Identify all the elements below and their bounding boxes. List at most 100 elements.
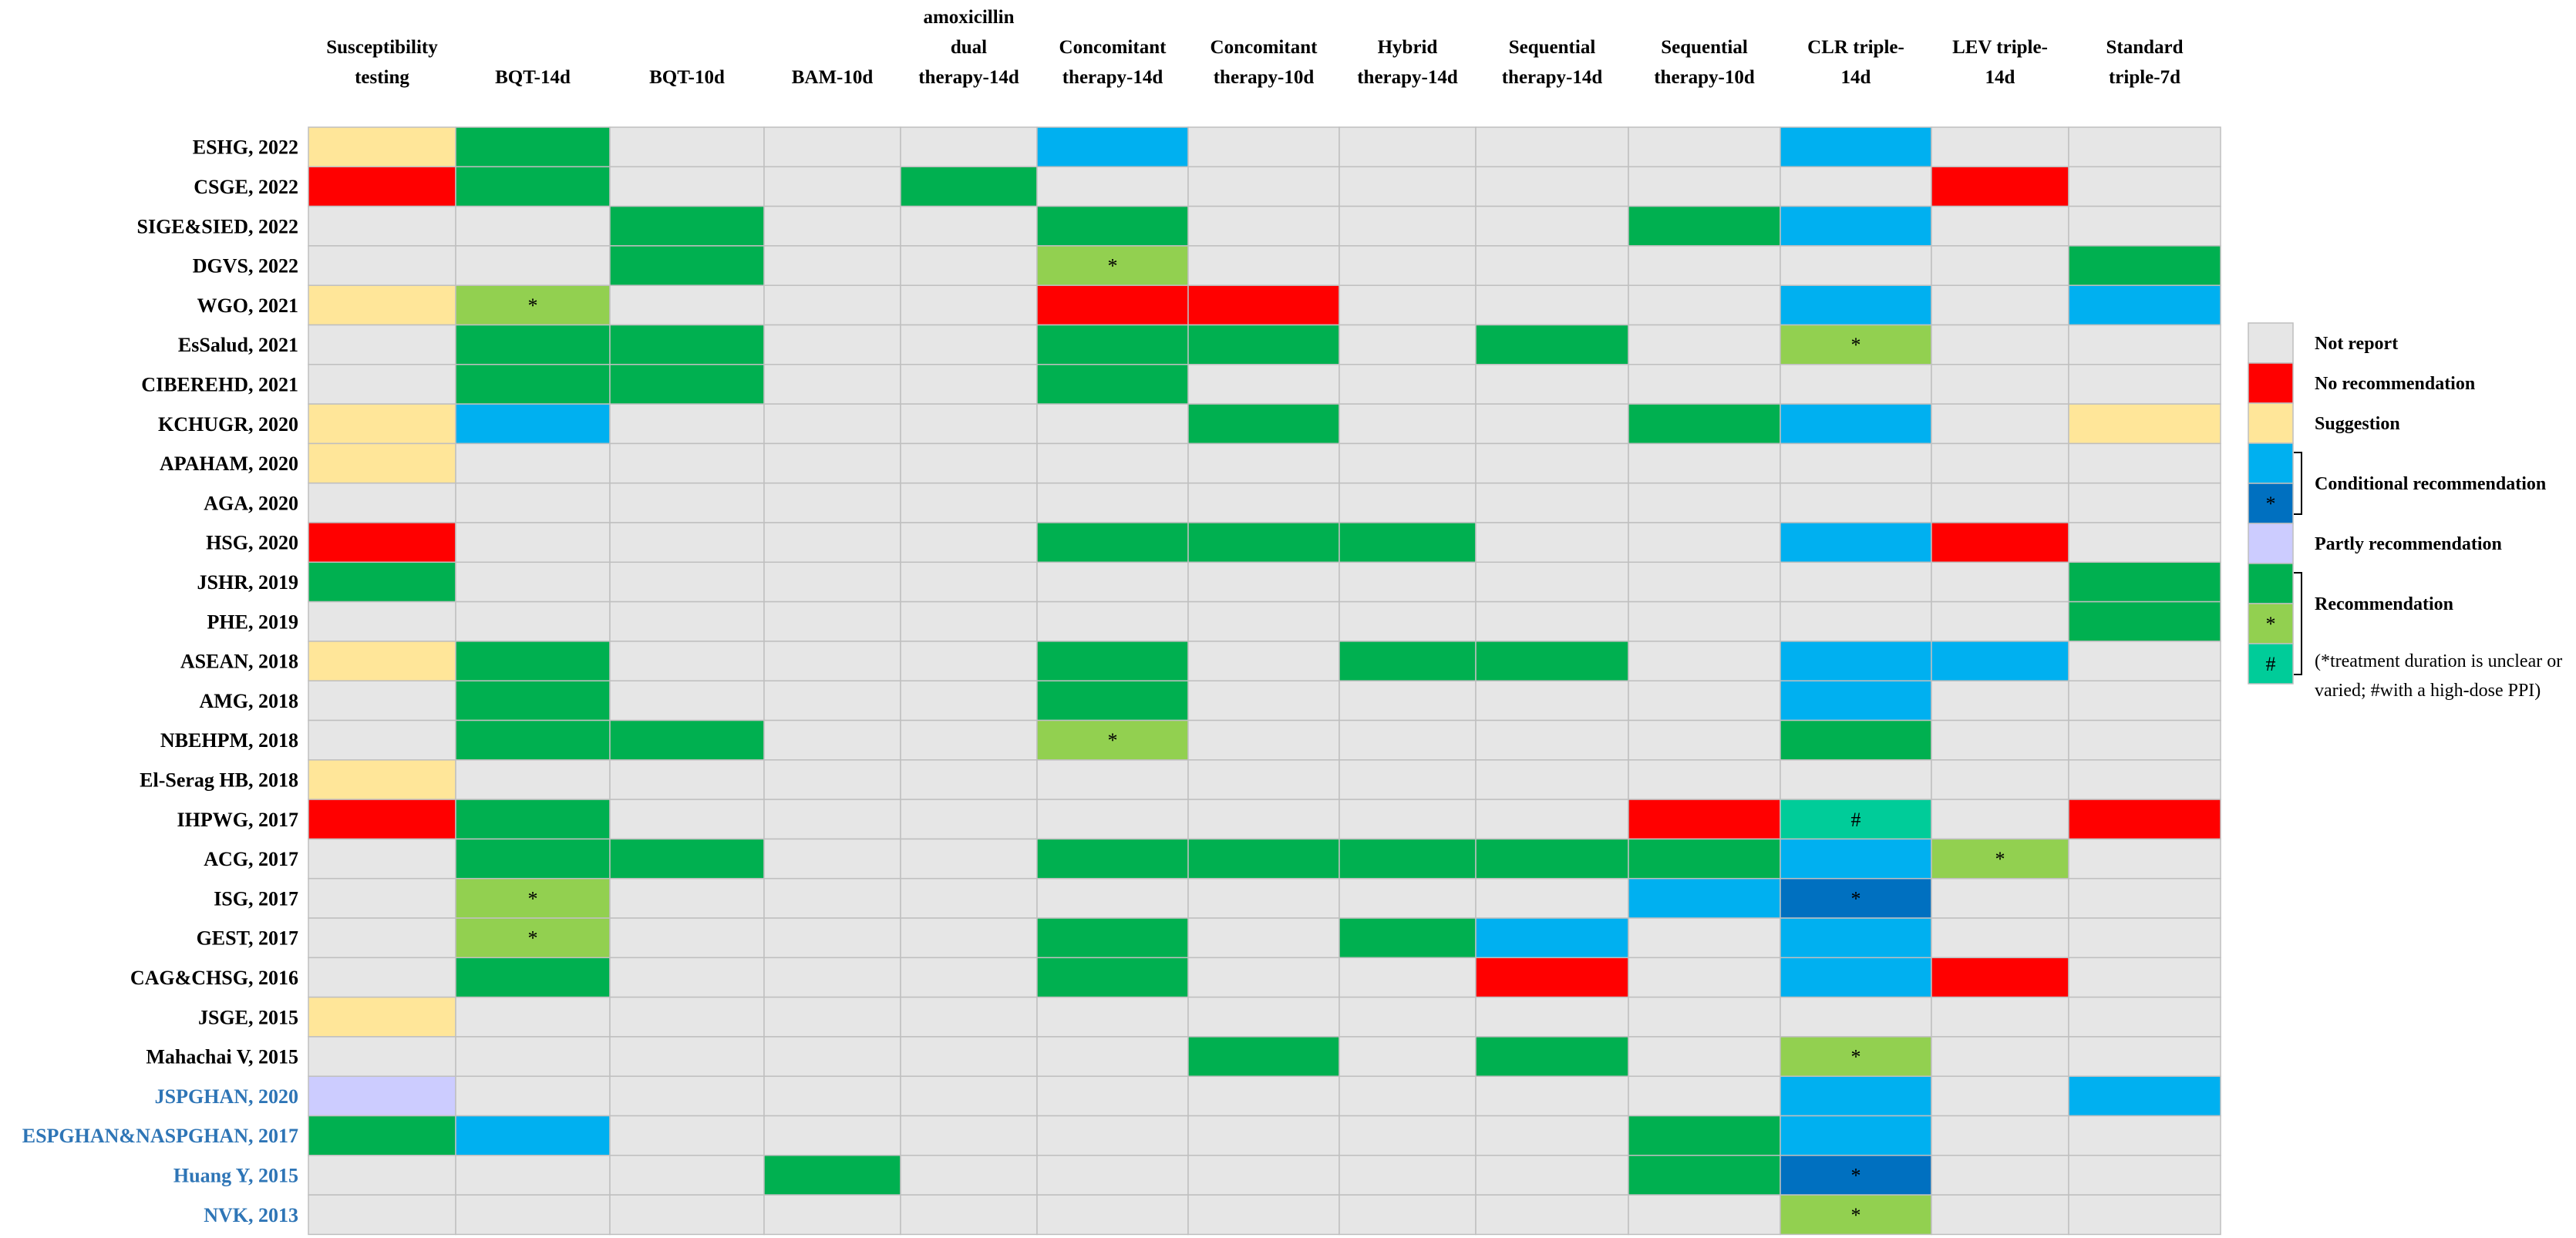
heatmap-cell: [2068, 799, 2221, 840]
heatmap-cell: [2068, 205, 2221, 247]
heatmap-cell: [763, 126, 901, 168]
heatmap-cell: [1628, 364, 1781, 405]
heatmap-cell: [763, 719, 901, 761]
heatmap-cell: [1628, 245, 1781, 286]
heatmap-cell: [1036, 957, 1189, 998]
heatmap-cell: [1036, 442, 1189, 484]
heatmap-cell: [1187, 838, 1340, 880]
legend-label: Partly recommendation: [2315, 534, 2502, 554]
heatmap-cell: [308, 1075, 456, 1117]
heatmap-cell: [1931, 205, 2069, 247]
heatmap-cell: [900, 324, 1038, 365]
column-header: LEV triple-14d: [1952, 37, 2048, 88]
heatmap-cell: [1475, 799, 1629, 840]
heatmap-cell: [609, 324, 765, 365]
heatmap-cell: [308, 1155, 456, 1196]
heatmap-cell: [308, 799, 456, 840]
heatmap-cell: [763, 245, 901, 286]
column-header: Hybrid therapy-14d: [1357, 37, 1458, 88]
heatmap-cell: [763, 522, 901, 563]
heatmap-cell: [1931, 799, 2069, 840]
heatmap-cell: [1339, 1115, 1477, 1156]
heatmap-cell: [763, 641, 901, 681]
heatmap-cell: [1339, 838, 1477, 880]
heatmap-cell: [455, 166, 611, 207]
heatmap-cell: [455, 1036, 611, 1077]
heatmap-cell: [1628, 957, 1781, 998]
heatmap-cell: [308, 442, 456, 484]
heatmap-cell: [1036, 522, 1189, 563]
heatmap-cell: [2068, 522, 2221, 563]
heatmap-cell: [1339, 522, 1477, 563]
row-label: CAG&CHSG, 2016: [130, 967, 298, 989]
legend-footnote: varied; #with a high-dose PPI): [2315, 681, 2541, 701]
row-label: SIGE&SIED, 2022: [137, 215, 299, 237]
row-label: EsSalud, 2021: [178, 334, 298, 356]
heatmap-cell: [1187, 284, 1340, 326]
heatmap-cell: [1628, 917, 1781, 959]
heatmap-cell: [308, 522, 456, 563]
heatmap-cell: [455, 482, 611, 523]
heatmap-cell: [1475, 759, 1629, 800]
heatmap-cell: [1780, 641, 1932, 681]
heatmap-cell: [1036, 403, 1189, 445]
heatmap-cell: [763, 1036, 901, 1077]
heatmap-cell: [763, 877, 901, 919]
heatmap-cell: [1187, 1194, 1340, 1236]
row-label: NVK, 2013: [204, 1204, 298, 1226]
heatmap-cell: [1931, 641, 2069, 681]
heatmap-cell: [900, 126, 1038, 168]
heatmap-cell: [2068, 680, 2221, 722]
heatmap-cell: [900, 284, 1038, 326]
heatmap-cell: [1339, 324, 1477, 365]
legend-swatch: [2248, 603, 2294, 644]
heatmap-cell: [1036, 759, 1189, 800]
heatmap-cell: [455, 600, 611, 642]
heatmap-cell: [455, 838, 611, 880]
row-label: ISG, 2017: [214, 887, 298, 910]
column-header: Concomitant therapy-10d: [1211, 37, 1318, 88]
heatmap-cell: [1780, 877, 1932, 919]
heatmap-cell: [455, 324, 611, 365]
heatmap-cell: [1628, 838, 1781, 880]
heatmap-cell: [2068, 600, 2221, 642]
heatmap-cell: [900, 364, 1038, 405]
heatmap-cell: [900, 1075, 1038, 1117]
heatmap-cell: [1187, 442, 1340, 484]
heatmap-cell: [763, 838, 901, 880]
heatmap-cell: [1187, 126, 1340, 168]
heatmap-cell: [609, 1036, 765, 1077]
heatmap-cell: [609, 1115, 765, 1156]
legend-swatch: [2248, 322, 2294, 364]
heatmap-cell: [609, 641, 765, 681]
heatmap-cell: [308, 1036, 456, 1077]
heatmap-cell: [1628, 1036, 1781, 1077]
heatmap-cell: [1780, 838, 1932, 880]
heatmap-cell: [1475, 126, 1629, 168]
heatmap-cell: [1780, 917, 1932, 959]
heatmap-cell: [308, 482, 456, 523]
heatmap-cell: [2068, 245, 2221, 286]
heatmap-cell: [1475, 957, 1629, 998]
heatmap-cell: [1780, 1075, 1932, 1117]
heatmap-cell: [1339, 600, 1477, 642]
heatmap-cell: [1931, 403, 2069, 445]
heatmap-cell: [1931, 284, 2069, 326]
heatmap-cell: [1780, 324, 1932, 365]
heatmap-cell: [1931, 1036, 2069, 1077]
heatmap-cell: [455, 522, 611, 563]
heatmap-cell: [1931, 245, 2069, 286]
heatmap-cell: [1931, 522, 2069, 563]
heatmap-cell: [1036, 245, 1189, 286]
column-header: Susceptibility testing: [326, 37, 438, 88]
heatmap-cell: [1475, 641, 1629, 681]
heatmap-cell: [1475, 403, 1629, 445]
column-header: Sequential therapy-10d: [1654, 37, 1755, 88]
heatmap-cell: [609, 522, 765, 563]
heatmap-cell: [763, 917, 901, 959]
heatmap-cell: [1036, 284, 1189, 326]
heatmap-cell: [1628, 1075, 1781, 1117]
heatmap-cell: [455, 205, 611, 247]
